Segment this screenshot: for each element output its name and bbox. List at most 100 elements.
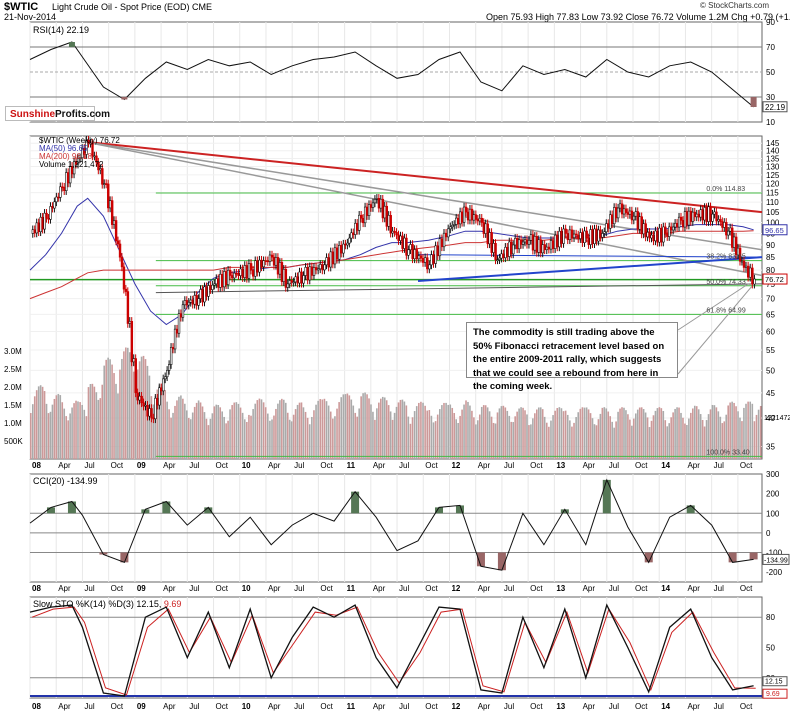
x-tick-label: Jul (399, 461, 409, 470)
volume-bar (562, 411, 565, 459)
price-bar-body (226, 269, 230, 286)
volume-bar (269, 420, 271, 459)
cci-oversold-fill (749, 552, 758, 560)
x-tick-label: 08 (32, 584, 41, 593)
volume-bar (701, 419, 704, 459)
volume-bar (397, 402, 400, 459)
price-bar-body (314, 267, 318, 271)
chart-description: Light Crude Oil - Spot Price (EOD) CME (52, 2, 213, 12)
volume-bar (532, 418, 534, 459)
price-bar-body (605, 223, 608, 233)
volume-bar (385, 400, 388, 459)
volume-bar (599, 413, 602, 459)
price-bar-body (348, 237, 351, 244)
volume-bar (121, 358, 123, 459)
volume-bar (467, 401, 469, 459)
volume-bar (130, 360, 133, 459)
volume-bar (719, 416, 722, 459)
price-bar-body (45, 212, 48, 219)
volume-bar (258, 398, 261, 459)
price-bar-body (664, 226, 667, 234)
price-bar-body (152, 417, 155, 420)
price-bar-body (579, 232, 582, 239)
price-bar-body (166, 370, 169, 378)
volume-bar (39, 385, 42, 459)
volume-bar (150, 396, 153, 459)
volume-bar (475, 424, 477, 459)
volume-bar (97, 399, 100, 459)
volume-bar (170, 417, 172, 459)
price-bar-body (498, 257, 501, 260)
price-bar-body (101, 168, 104, 185)
price-bar-body (120, 256, 124, 268)
x-tick-label: Jul (294, 702, 304, 711)
volume-bar (512, 422, 515, 459)
price-bar-body (472, 214, 476, 221)
price-bar-body (512, 244, 515, 255)
volume-bar (463, 404, 465, 459)
volume-bar (552, 415, 554, 459)
price-bar-body (508, 241, 511, 257)
volume-bar (638, 407, 641, 459)
volume-bar (95, 392, 98, 459)
price-bar-body (282, 268, 286, 282)
volume-bar (605, 408, 608, 459)
volume-bar (680, 412, 682, 459)
x-tick-label: Apr (268, 702, 281, 711)
x-tick-label: Apr (583, 584, 596, 593)
volume-bar (239, 407, 242, 459)
price-bar-body (241, 268, 244, 278)
price-bar-body (599, 229, 602, 238)
price-bar-body (325, 257, 328, 266)
price-bar-body (252, 269, 255, 277)
volume-bar (611, 421, 613, 459)
volume-bar (71, 407, 73, 459)
volume-bar (541, 409, 544, 459)
volume-bar (260, 399, 263, 459)
volume-bar (184, 403, 186, 459)
stockcharts-credit: © StockCharts.com (700, 1, 770, 10)
volume-bar (560, 408, 563, 459)
price-bar-body (674, 222, 677, 228)
volume-bar (715, 407, 718, 459)
price-bar-body (213, 283, 216, 286)
volume-bar (490, 416, 493, 459)
volume-bar (166, 401, 168, 459)
x-tick-label: 08 (32, 702, 41, 711)
x-tick-label: Apr (163, 461, 176, 470)
price-bar-body (519, 239, 523, 245)
price-bar-body (31, 229, 35, 234)
volume-bar (154, 396, 157, 459)
x-tick-label: 08 (32, 461, 41, 470)
volume-tick-label: 1.0M (4, 419, 22, 428)
volume-bar (633, 418, 635, 459)
cci-line (29, 478, 754, 571)
price-bar-body (516, 238, 519, 250)
volume-bar (672, 412, 674, 459)
price-bar-body (306, 267, 309, 281)
ma50-last-value: 96.65 (765, 226, 784, 235)
fib-level-label: 38.2% 83.65 (706, 254, 745, 261)
price-bar-body (432, 254, 435, 264)
fib-level-label: 61.8% 64.99 (706, 307, 745, 314)
volume-bar (275, 408, 277, 459)
volume-bar (434, 421, 437, 459)
cci-oversold-fill (476, 552, 485, 567)
volume-bar (298, 402, 301, 459)
x-tick-label: Apr (687, 461, 700, 470)
rsi-tick-label: 70 (766, 43, 775, 52)
price-bar-body (460, 211, 464, 223)
price-bar-body (560, 230, 563, 244)
cci-legend: CCI(20) -134.99 (33, 476, 98, 486)
price-bar-body (264, 260, 268, 262)
price-tick-label: 105 (766, 208, 780, 217)
volume-bar (699, 414, 702, 459)
price-bar-body (321, 264, 324, 271)
price-bar-body (640, 216, 643, 235)
volume-bar (344, 394, 347, 459)
price-bar-body (300, 271, 303, 284)
price-bar-body (593, 228, 596, 245)
volume-bar (381, 396, 384, 459)
price-bar-body (430, 254, 433, 266)
price-bar-body (677, 216, 681, 228)
